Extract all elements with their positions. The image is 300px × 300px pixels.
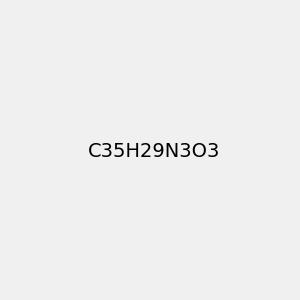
Text: C35H29N3O3: C35H29N3O3 <box>88 142 220 161</box>
